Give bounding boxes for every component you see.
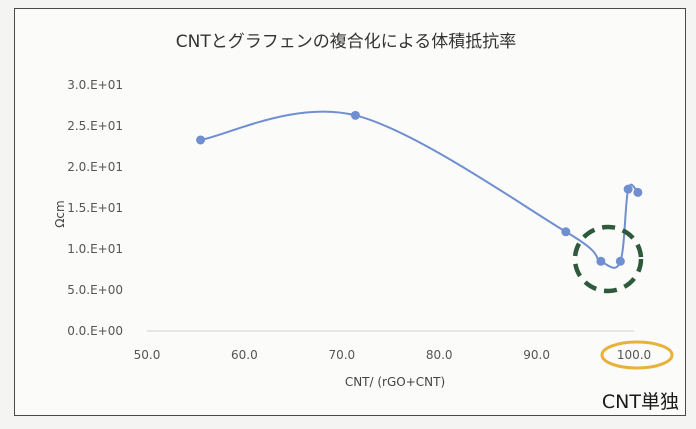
x-tick-label: 80.0	[426, 348, 453, 362]
data-point	[196, 135, 206, 145]
data-point	[633, 187, 643, 197]
x-tick-label: 90.0	[523, 348, 550, 362]
chart: CNTとグラフェンの複合化による体積抵抗率 0.0.E+00 5.0.E+00 1.…	[53, 32, 679, 413]
y-tick-label: 1.0.E+01	[67, 242, 123, 256]
chart-title: CNTとグラフェンの複合化による体積抵抗率	[176, 32, 516, 52]
dashed-highlight-circle	[572, 224, 644, 294]
cnt-only-label: CNT単独	[602, 391, 679, 413]
x-tick-label: 100.0	[617, 348, 651, 362]
x-axis-label: CNT/ (rGO+CNT)	[345, 375, 445, 389]
x-tick-label: 50.0	[134, 348, 161, 362]
highlight-ellipse	[600, 340, 674, 370]
data-point	[623, 184, 633, 194]
y-tick-label: 2.5.E+01	[67, 119, 123, 133]
y-tick-label: 5.0.E+00	[67, 283, 123, 297]
x-tick-label: 60.0	[231, 348, 258, 362]
data-point	[596, 256, 606, 266]
x-tick-label: 70.0	[328, 348, 355, 362]
data-point	[350, 110, 360, 120]
data-point	[561, 227, 571, 237]
y-axis-label: Ωcm	[53, 200, 67, 227]
y-tick-label: 2.0.E+01	[67, 160, 123, 174]
y-tick-label: 0.0.E+00	[67, 324, 123, 338]
series-line	[200, 110, 639, 269]
y-tick-label: 3.0.E+01	[67, 78, 123, 92]
data-point	[615, 256, 625, 266]
chart-frame: CNTとグラフェンの複合化による体積抵抗率 0.0.E+00 5.0.E+00 1.…	[14, 8, 686, 416]
y-tick-label: 1.5.E+01	[67, 201, 123, 215]
